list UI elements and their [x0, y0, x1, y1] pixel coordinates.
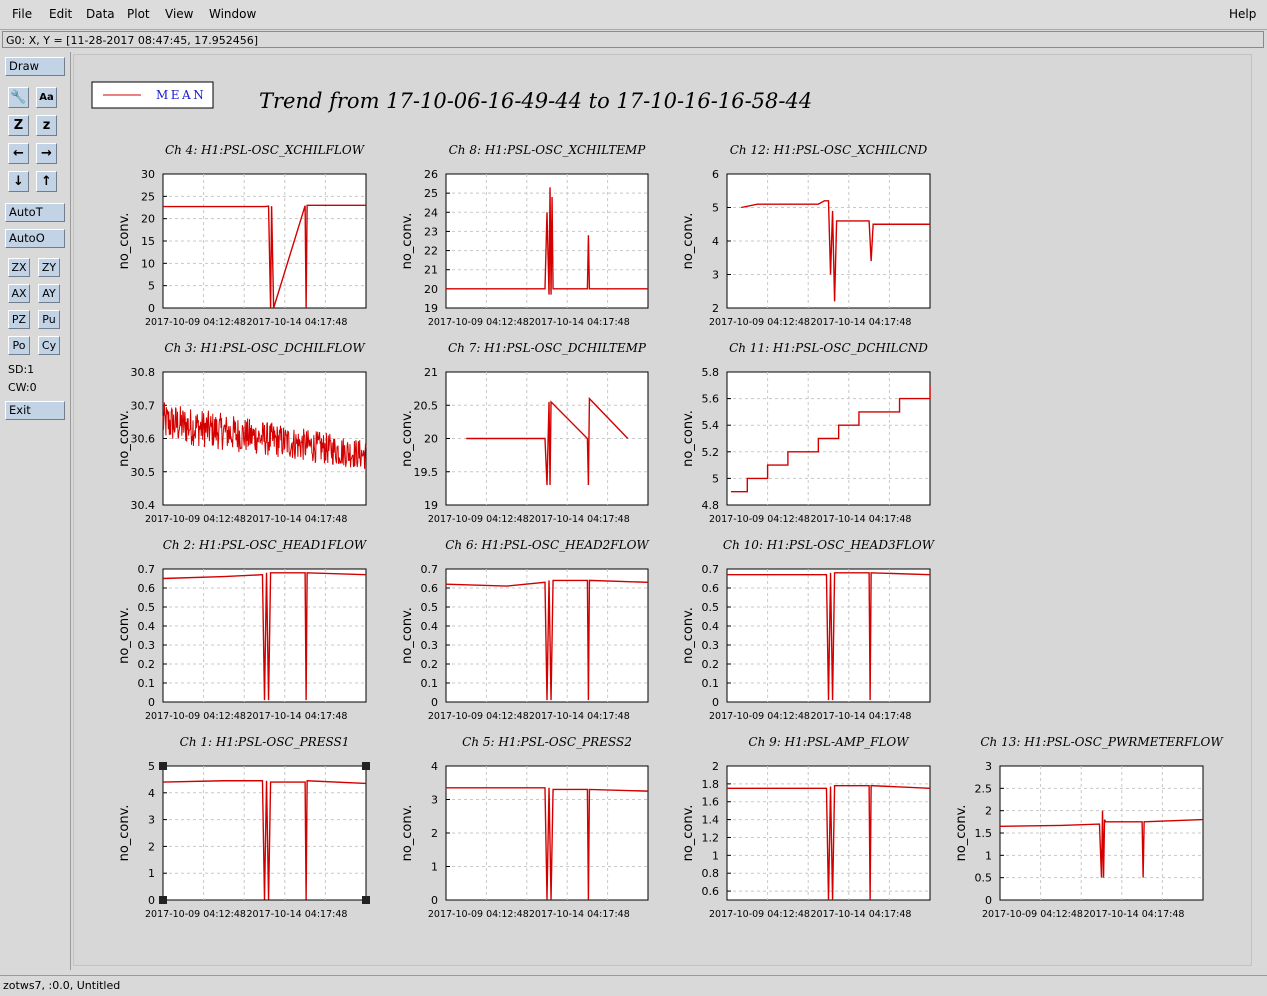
autot-button[interactable]: AutoT: [5, 203, 65, 222]
arrow-up-icon[interactable]: ↑: [36, 171, 57, 192]
menu-plot[interactable]: Plot: [127, 7, 150, 21]
autoo-button[interactable]: AutoO: [5, 229, 65, 248]
wrench-icon[interactable]: 🔧: [8, 87, 29, 108]
menu-bar: File Edit Data Plot View Window Help: [0, 0, 1267, 30]
pz-button[interactable]: PZ: [8, 310, 30, 329]
menu-window[interactable]: Window: [209, 7, 257, 21]
ax-button[interactable]: AX: [8, 284, 30, 303]
arrow-down-icon[interactable]: ↓: [8, 171, 29, 192]
menu-help[interactable]: Help: [1229, 7, 1257, 21]
menu-file[interactable]: File: [12, 7, 33, 21]
menu-edit[interactable]: Edit: [49, 7, 73, 21]
draw-button[interactable]: Draw: [5, 57, 65, 76]
plot-area: [73, 54, 1252, 966]
cw-label: CW:0: [8, 381, 37, 394]
zx-button[interactable]: ZX: [8, 258, 30, 277]
text-size-icon[interactable]: Aa: [36, 87, 57, 108]
menu-data[interactable]: Data: [86, 7, 115, 21]
arrow-left-icon[interactable]: ←: [8, 143, 29, 164]
zoom-z-large-icon[interactable]: Z: [8, 115, 29, 136]
po-button[interactable]: Po: [8, 336, 30, 355]
zoom-z-small-icon[interactable]: z: [36, 115, 57, 136]
bottom-status-bar: zotws7, :0.0, Untitled: [0, 975, 1267, 996]
arrow-right-icon[interactable]: →: [36, 143, 57, 164]
cursor-readout: G0: X, Y = [11-28-2017 08:47:45, 17.9524…: [2, 31, 1264, 48]
toolbar: Draw 🔧 Aa Z z ← → ↓ ↑ AutoT AutoO ZX ZY …: [0, 52, 71, 970]
menu-view[interactable]: View: [165, 7, 194, 21]
sd-label: SD:1: [8, 363, 35, 376]
cy-button[interactable]: Cy: [38, 336, 60, 355]
ay-button[interactable]: AY: [38, 284, 60, 303]
exit-button[interactable]: Exit: [5, 401, 65, 420]
zy-button[interactable]: ZY: [38, 258, 60, 277]
pu-button[interactable]: Pu: [38, 310, 60, 329]
